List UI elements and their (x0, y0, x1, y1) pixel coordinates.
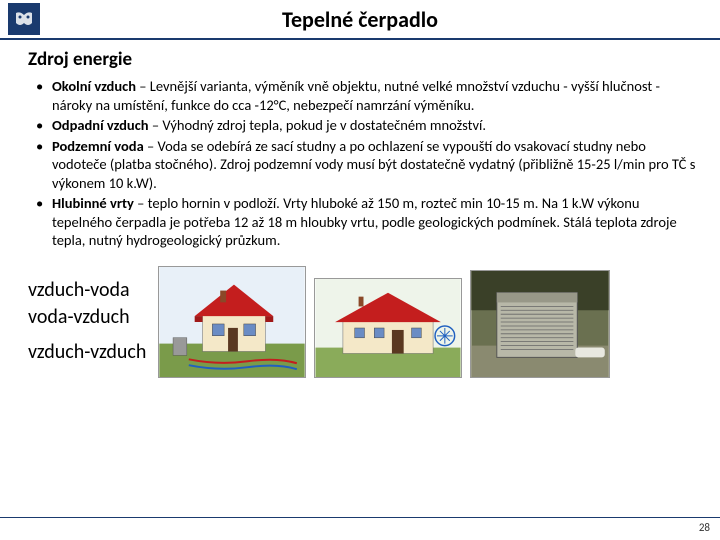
label-line: vzduch-voda (28, 277, 146, 304)
logo (8, 3, 40, 35)
content-area: Okolní vzduch – Levnější varianta, výměn… (0, 77, 720, 250)
house-image-1 (158, 266, 306, 378)
bullet-bold: Podzemní voda (52, 137, 144, 155)
image-row (158, 266, 610, 378)
bullet-text: – Voda se odebírá ze sací studny a po oc… (52, 137, 695, 192)
bullet-bold: Odpadní vzduch (52, 116, 149, 134)
outdoor-unit-image (470, 270, 610, 378)
bullet-text: – teplo hornin v podloží. Vrty hluboké a… (52, 194, 677, 249)
bullet-list: Okolní vzduch – Levnější varianta, výměn… (36, 77, 696, 250)
label-line: vzduch-vzduch (28, 339, 146, 366)
bottom-row: vzduch-voda voda-vzduch vzduch-vzduch (0, 266, 720, 378)
type-labels: vzduch-voda voda-vzduch vzduch-vzduch (28, 277, 146, 366)
footer-line (0, 517, 720, 518)
page-title: Tepelné čerpadlo (40, 6, 720, 33)
bullet-item: Podzemní voda – Voda se odebírá ze sací … (36, 137, 696, 193)
bullet-text: – Výhodný zdroj tepla, pokud je v dostat… (149, 116, 486, 134)
bullet-item: Odpadní vzduch – Výhodný zdroj tepla, po… (36, 116, 696, 135)
label-line: voda-vzduch (28, 304, 146, 331)
section-subtitle: Zdroj energie (28, 48, 720, 71)
bullet-bold: Okolní vzduch (52, 77, 136, 95)
house-image-2 (314, 278, 462, 378)
bullet-text: – Levnější varianta, výměník vně objektu… (52, 77, 660, 114)
bullet-bold: Hlubinné vrty (52, 194, 134, 212)
page-number: 28 (699, 521, 710, 534)
bullet-item: Hlubinné vrty – teplo hornin v podloží. … (36, 194, 696, 250)
bullet-item: Okolní vzduch – Levnější varianta, výměn… (36, 77, 696, 114)
